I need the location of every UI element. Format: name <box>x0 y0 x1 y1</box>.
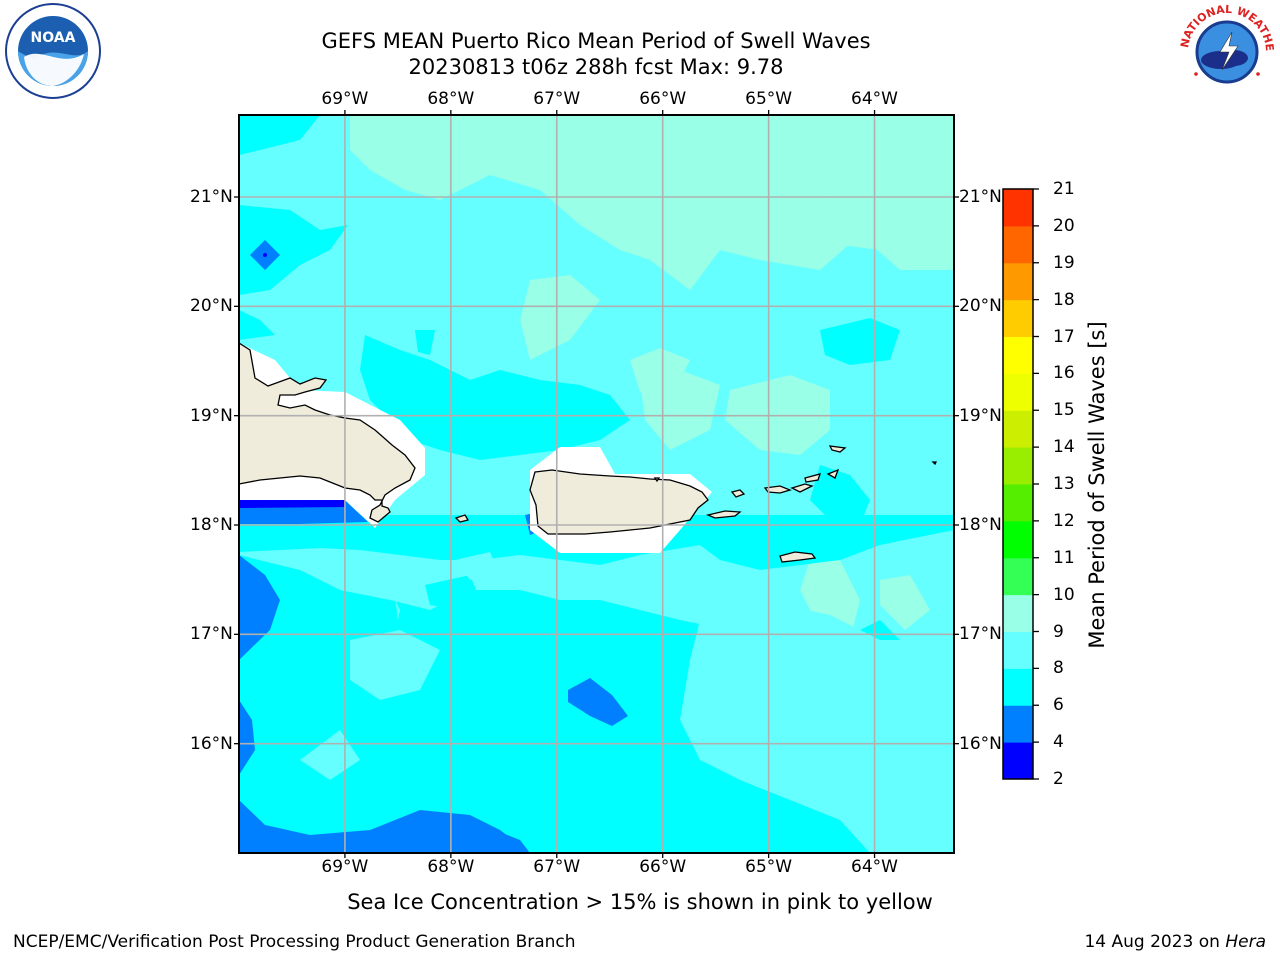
colorbar-tick-label: 21 <box>1053 179 1075 199</box>
lon-label-top: 64°W <box>851 89 898 109</box>
colorbar-segment <box>1003 557 1033 596</box>
colorbar-tick-label: 6 <box>1053 695 1064 716</box>
colorbar-tick-label: 4 <box>1053 732 1064 753</box>
colorbar-segment <box>1003 373 1033 411</box>
st-john-land <box>790 483 814 493</box>
colorbar-label: Mean Period of Swell Waves [s] <box>1085 321 1109 649</box>
colorbar-segment <box>1003 705 1033 743</box>
lon-label-bottom: 69°W <box>321 857 369 877</box>
lat-label-right: 17°N <box>959 624 1002 645</box>
colorbar-segment <box>1003 336 1033 374</box>
colorbar-segment <box>1003 484 1033 522</box>
colorbar-frame <box>1002 188 1034 780</box>
colorbar-segment <box>1003 262 1033 301</box>
colorbar-segment <box>1003 189 1033 227</box>
lat-label-right: 16°N <box>959 733 1002 754</box>
small-island-1 <box>653 477 661 483</box>
colorbar-tick-label: 9 <box>1053 621 1064 642</box>
colorbar-segment <box>1003 742 1033 780</box>
colorbar-segment <box>1003 520 1033 559</box>
period-2-4-areas <box>239 253 345 508</box>
lat-label-right: 19°N <box>959 405 1002 426</box>
small-island-2 <box>931 461 938 466</box>
machine-name: Hera <box>1225 932 1266 952</box>
colorbar-tick-label: 16 <box>1053 363 1075 384</box>
tortola-land <box>804 473 821 483</box>
lon-label-top: 68°W <box>427 89 475 109</box>
lat-label-right: 20°N <box>959 296 1002 317</box>
lat-label-left: 19°N <box>190 405 233 426</box>
axis-ticks <box>234 110 959 858</box>
colorbar-tick-label: 15 <box>1053 400 1075 421</box>
period-9-10-areas <box>315 115 954 832</box>
colorbar-tick-label: 14 <box>1053 437 1075 458</box>
swell-field <box>239 115 954 853</box>
lat-label-right: 21°N <box>959 187 1002 207</box>
lon-label-bottom: 67°W <box>533 857 581 877</box>
colorbar-segment <box>1003 668 1033 706</box>
colorbar-segment <box>1003 447 1033 485</box>
colorbar-segment <box>1003 410 1033 448</box>
st-thomas-land <box>763 485 792 494</box>
period-8-9-area <box>239 115 954 853</box>
virgin-gorda-land <box>826 468 840 479</box>
anegada-land <box>828 445 847 453</box>
colorbar-tick-label: 20 <box>1053 215 1075 236</box>
lon-label-bottom: 64°W <box>851 857 898 877</box>
period-8-9-southern-areas <box>300 552 954 853</box>
culebra-land <box>730 489 746 498</box>
mona-island-land <box>454 514 470 523</box>
colorbar-tick-label: 19 <box>1053 252 1075 273</box>
nws-logo-icon: NATIONAL WEATHER SERVICE <box>1176 2 1276 99</box>
colorbar-tick-label: 18 <box>1053 289 1075 310</box>
map-subtitle: 20230813 t06z 288h fcst Max: 9.78 <box>408 55 784 79</box>
colorbar-segment <box>1003 594 1033 632</box>
colorbar <box>1002 188 1039 780</box>
producer-credit: NCEP/EMC/Verification Post Processing Pr… <box>13 932 576 952</box>
lon-label-bottom: 68°W <box>427 857 475 877</box>
colorbar-tick-label: 2 <box>1053 769 1064 789</box>
colorbar-tick-label: 12 <box>1053 510 1075 531</box>
lon-label-bottom: 66°W <box>639 857 687 877</box>
map-title: GEFS MEAN Puerto Rico Mean Period of Swe… <box>321 29 871 53</box>
colorbar-tick-label: 11 <box>1053 547 1075 568</box>
map-frame <box>238 114 955 854</box>
hispaniola-land <box>239 342 416 523</box>
lon-label-top: 66°W <box>639 89 687 109</box>
lon-label-top: 65°W <box>745 89 793 109</box>
lat-label-right: 18°N <box>959 515 1002 535</box>
land-mask-areas <box>239 343 712 553</box>
lon-label-top: 67°W <box>533 89 581 109</box>
lat-label-left: 17°N <box>190 624 233 645</box>
vieques-land <box>705 510 742 519</box>
generation-date: 14 Aug 2023 on Hera <box>1084 932 1266 952</box>
colorbar-segment <box>1003 631 1033 669</box>
noaa-logo-icon: NOAA <box>5 3 101 99</box>
lat-label-left: 20°N <box>190 296 233 317</box>
land-areas <box>239 342 938 563</box>
colorbar-tick-label: 10 <box>1053 584 1075 605</box>
colorbar-tick-label: 13 <box>1053 474 1075 494</box>
colorbar-segment <box>1003 225 1033 264</box>
lon-label-bottom: 65°W <box>745 857 793 877</box>
lon-label-top: 69°W <box>321 89 369 109</box>
sea-ice-caption: Sea Ice Concentration > 15% is shown in … <box>347 890 933 914</box>
svg-text:NOAA: NOAA <box>31 30 76 46</box>
colorbar-tick-label: 8 <box>1053 658 1064 679</box>
period-4-6-areas <box>239 240 628 853</box>
period-6-8-areas <box>239 115 954 853</box>
st-croix-land <box>779 551 817 563</box>
colorbar-tick-label: 17 <box>1053 326 1075 347</box>
puerto-rico-land <box>529 469 709 535</box>
lat-label-left: 16°N <box>190 733 233 754</box>
colorbar-segment <box>1003 299 1033 337</box>
graticule <box>239 115 954 853</box>
lat-label-left: 18°N <box>190 515 233 535</box>
lat-label-left: 21°N <box>190 187 233 207</box>
